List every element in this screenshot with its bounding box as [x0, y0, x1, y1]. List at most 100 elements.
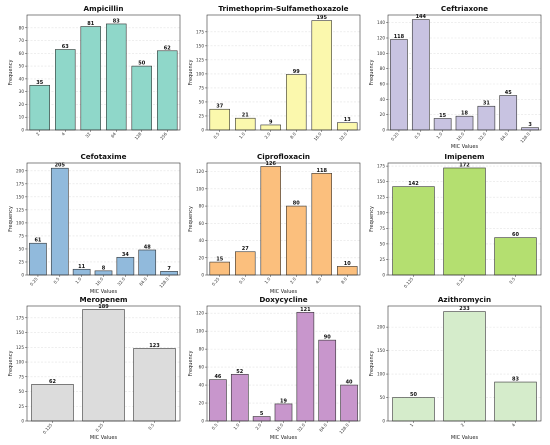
y-tick-label: 175 — [377, 164, 385, 169]
y-axis-label: Frequency — [8, 206, 14, 232]
x-tick-label: 4 — [60, 131, 66, 137]
bar — [411, 19, 430, 131]
y-tick-label: 20 — [19, 102, 25, 107]
data-label: 3 — [528, 122, 532, 128]
chart-panel-7: Meropenem 0 25 50 75 100 125 150 175 62 0.125 189 0.… — [8, 295, 181, 441]
y-tick-label: 175 — [196, 29, 204, 34]
bar — [72, 268, 91, 276]
bar — [138, 249, 157, 276]
x-tick-label: 16.0 — [455, 131, 465, 142]
x-tick-label: 32.0 — [116, 276, 126, 287]
y-tick-label: 75 — [199, 85, 205, 90]
x-tick-label: 1.0 — [232, 422, 240, 431]
data-label: 40 — [346, 380, 353, 386]
x-tick-label: 128.0 — [519, 131, 531, 144]
y-tick-label: 20 — [199, 401, 205, 406]
y-tick-label: 125 — [16, 345, 24, 350]
x-axis-label: MIC Values — [270, 289, 298, 295]
x-tick-label: 1 — [409, 422, 415, 428]
y-tick-label: 40 — [19, 76, 25, 81]
y-tick-label: 140 — [377, 20, 385, 25]
bar — [260, 166, 281, 276]
bar — [477, 105, 496, 131]
data-label: 15 — [216, 257, 223, 263]
chart-panel-4: Cefotaxime 0 25 50 75 100 125 150 175 200 61 0.25 20… — [8, 152, 181, 295]
y-axis-label: Frequency — [188, 60, 194, 86]
data-label: 144 — [416, 14, 427, 20]
data-label: 126 — [266, 161, 277, 167]
y-tick-label: 0 — [201, 273, 204, 278]
y-tick-label: 80 — [380, 66, 386, 71]
y-axis-label: Frequency — [188, 351, 194, 377]
chart-title: Meropenem — [79, 295, 127, 304]
x-axis-label: MIC Values — [90, 435, 118, 441]
y-tick-label: 50 — [19, 246, 25, 251]
x-tick-label: 64.0 — [138, 276, 148, 287]
data-label: 5 — [260, 411, 264, 417]
x-tick-label: 128 — [134, 131, 143, 141]
data-label: 195 — [317, 15, 328, 21]
y-tick-label: 0 — [21, 273, 24, 278]
y-tick-label: 75 — [19, 374, 25, 379]
x-tick-label: 0.25 — [455, 276, 465, 287]
data-label: 45 — [505, 90, 512, 96]
y-tick-label: 120 — [196, 169, 204, 174]
data-label: 8 — [102, 265, 106, 271]
bar — [433, 118, 452, 131]
chart-title: Azithromycin — [438, 295, 491, 304]
y-tick-label: 0 — [21, 128, 24, 133]
y-tick-label: 25 — [19, 404, 25, 409]
plot-frame — [206, 162, 361, 276]
x-tick-label: 1.0 — [238, 131, 246, 140]
y-axis-label: Frequency — [369, 351, 375, 377]
bar — [392, 186, 435, 276]
x-tick-label: 64 — [110, 131, 117, 139]
y-tick-label: 200 — [377, 325, 385, 330]
y-tick-label: 0 — [21, 419, 24, 424]
data-label: 27 — [242, 246, 249, 252]
y-tick-label: 75 — [19, 233, 25, 238]
x-tick-label: 0.5 — [52, 276, 60, 285]
data-label: 15 — [439, 113, 446, 119]
x-tick-label: 0.125 — [403, 276, 415, 289]
bar — [260, 124, 281, 131]
chart-panel-6: Imipenem 0 25 50 75 100 125 150 175 142 0.125 172 0.… — [369, 152, 542, 289]
x-tick-label: 1.0 — [435, 131, 443, 140]
bar — [392, 397, 435, 422]
data-label: 10 — [344, 261, 351, 267]
x-tick-label: 256 — [159, 131, 168, 141]
data-label: 34 — [122, 252, 129, 258]
chart-title: Ampicillin — [84, 4, 124, 13]
data-label: 7 — [167, 266, 171, 272]
y-tick-label: 50 — [380, 395, 386, 400]
y-tick-label: 50 — [19, 64, 25, 69]
bar — [82, 309, 125, 422]
bar — [29, 242, 47, 276]
x-axis-label: MIC Values — [451, 144, 479, 150]
y-tick-label: 120 — [377, 36, 385, 41]
bar — [50, 167, 69, 276]
data-label: 118 — [394, 34, 405, 40]
x-tick-label: 0.125 — [42, 422, 54, 435]
data-label: 62 — [49, 379, 56, 385]
y-tick-label: 100 — [16, 360, 24, 365]
data-label: 205 — [55, 163, 66, 169]
data-label: 121 — [300, 307, 311, 313]
y-tick-label: 60 — [199, 365, 205, 370]
y-tick-label: 100 — [196, 186, 204, 191]
bar — [494, 381, 537, 422]
bar — [235, 117, 256, 131]
bar — [31, 384, 74, 422]
bar — [390, 39, 408, 131]
data-label: 99 — [293, 69, 300, 75]
plot-frame — [26, 162, 181, 276]
x-tick-label: 32.0 — [338, 131, 348, 142]
bar — [29, 84, 50, 131]
bar — [160, 271, 178, 276]
y-tick-label: 20 — [380, 112, 386, 117]
y-tick-label: 150 — [377, 348, 385, 353]
bar — [235, 251, 256, 276]
bar — [133, 348, 176, 422]
y-tick-label: 150 — [196, 43, 204, 48]
y-tick-label: 0 — [382, 419, 385, 424]
